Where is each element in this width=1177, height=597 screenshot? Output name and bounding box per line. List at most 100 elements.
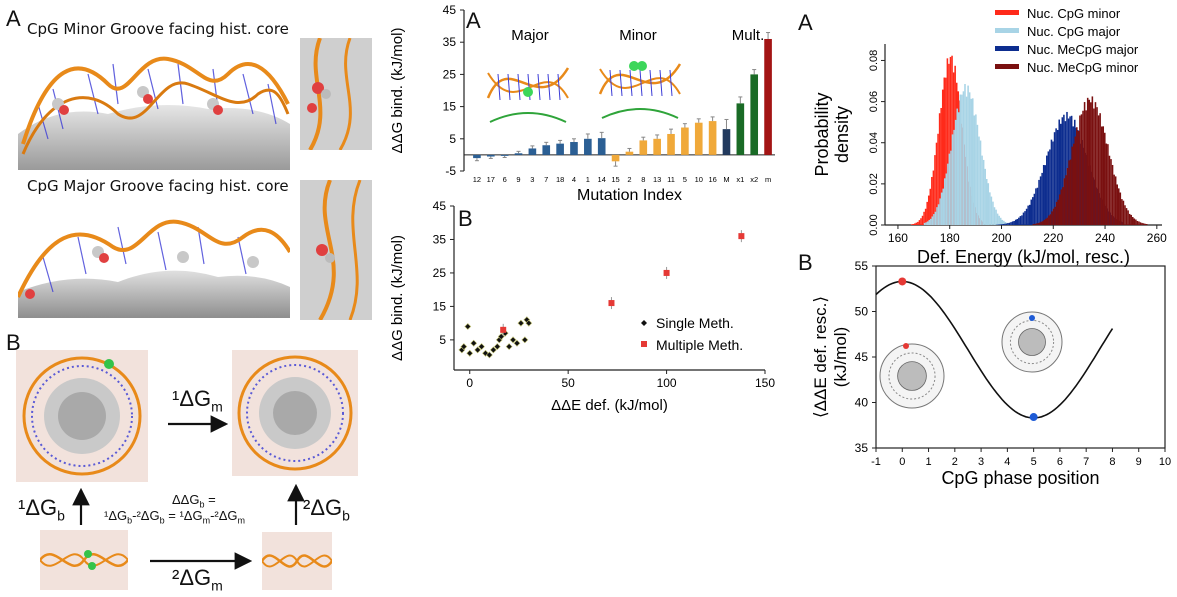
histogram-bar <box>1145 223 1148 225</box>
bar <box>681 127 689 155</box>
histogram-bar <box>948 63 950 225</box>
histogram-bar <box>943 77 946 226</box>
histogram-series <box>1032 96 1148 225</box>
panel-label-mid-a: A <box>466 8 481 33</box>
x-tick-label: 10 <box>1159 456 1171 468</box>
histogram-bar <box>1055 201 1058 225</box>
histogram-bar <box>1044 165 1047 225</box>
base-pair <box>557 73 561 101</box>
histogram-bar <box>1043 219 1045 225</box>
histogram-bar <box>1096 107 1098 225</box>
methyl-sphere <box>637 61 647 71</box>
x-tick-label: 2 <box>952 456 958 468</box>
histogram-bar <box>1005 223 1008 225</box>
y-tick-label: 0.02 <box>868 173 880 194</box>
histogram-bar <box>1056 129 1059 225</box>
histogram-bar <box>985 179 988 225</box>
multi-meth-point <box>738 233 745 240</box>
histogram-bar <box>1088 99 1091 225</box>
histogram-bar <box>918 220 921 225</box>
single-meth-point <box>521 336 529 344</box>
histogram-bar <box>1030 199 1033 225</box>
label-ddg-center-line2: ¹ΔGb-²ΔGb = ¹ΔGm-²ΔGm <box>104 508 246 526</box>
histogram-bar <box>998 215 1000 225</box>
histogram-bar <box>951 134 954 225</box>
single-meth-point <box>464 323 472 330</box>
histogram-bar <box>927 195 930 225</box>
base-pair <box>507 73 511 101</box>
histogram-bar <box>913 223 916 225</box>
methyl-sphere <box>523 87 533 97</box>
histogram-bar <box>933 214 935 225</box>
y-tick-label: 15 <box>433 299 447 313</box>
histogram-bar <box>967 85 969 225</box>
y-tick-label: 35 <box>443 35 457 49</box>
histogram-bar <box>999 224 1001 225</box>
legend-swatch <box>995 10 1019 15</box>
cycle-arrows <box>72 415 305 570</box>
y-axis-label-line1: Probability <box>812 92 832 176</box>
histogram-bar <box>1116 184 1118 225</box>
dna-strand <box>598 63 682 95</box>
histogram-bar <box>1001 219 1004 225</box>
bar <box>500 154 509 156</box>
histogram-bar <box>1041 172 1043 225</box>
histogram-bar <box>1022 212 1025 225</box>
histogram-bar <box>931 176 933 225</box>
histogram-bar <box>926 201 928 225</box>
base-pair <box>609 69 613 97</box>
histogram-bar <box>1061 117 1064 225</box>
histogram-bar <box>1021 215 1023 225</box>
histogram-bar <box>1008 222 1011 225</box>
histogram-bar <box>953 129 955 225</box>
histogram-bar <box>1002 224 1005 225</box>
histogram-bar <box>1025 208 1028 225</box>
histogram-bar <box>1077 130 1080 225</box>
single-meth-point <box>493 343 501 350</box>
bar <box>473 154 481 159</box>
histogram-bar <box>1100 126 1103 225</box>
x-tick-label: x2 <box>750 175 758 184</box>
histogram-bar <box>992 201 994 225</box>
histogram-bar <box>1119 192 1122 225</box>
bar <box>556 143 564 155</box>
histogram-bar <box>964 84 966 225</box>
y-axis-label: ΔΔG bind. (kJ/mol) <box>389 28 406 154</box>
histogram-bar <box>932 170 935 225</box>
histogram-bar <box>1110 159 1112 225</box>
histogram-bar <box>924 208 927 225</box>
histogram-bar <box>945 77 947 225</box>
nucleosome-core <box>1018 328 1046 356</box>
x-tick-label: 2 <box>627 175 631 184</box>
left-panel: A CpG Minor Groove facing hist. core <box>0 0 375 597</box>
histogram-bar <box>1099 113 1101 225</box>
histogram-bar <box>1142 223 1145 225</box>
bar <box>667 133 675 155</box>
base-pair <box>497 73 501 101</box>
histogram-bar <box>1044 218 1047 225</box>
histogram-bar <box>923 211 925 225</box>
single-meth-point <box>460 343 468 350</box>
histogram-bar <box>1102 126 1105 225</box>
histogram-bar <box>1014 219 1017 225</box>
histogram-bar <box>1010 222 1012 225</box>
histogram-bar <box>999 217 1002 225</box>
minor-inset <box>598 63 682 119</box>
histogram-bar <box>946 58 949 225</box>
histogram-bar <box>1049 214 1052 225</box>
histogram-bar <box>961 94 963 225</box>
single-meth-point <box>482 349 489 357</box>
histogram-bar <box>1049 149 1051 225</box>
histogram-bar <box>1082 110 1084 225</box>
panel-label-right-b: B <box>798 250 813 275</box>
histogram-bar <box>1094 102 1097 225</box>
x-tick-label: 11 <box>667 175 675 184</box>
histogram-bar <box>1035 223 1038 225</box>
histogram-bar <box>1066 168 1069 225</box>
histogram-bar <box>1062 187 1064 225</box>
label-dg-b2: ²ΔGb <box>303 495 350 524</box>
x-tick-label: 160 <box>888 231 908 245</box>
y-tick-label: 45 <box>443 3 457 17</box>
histogram-bar <box>937 133 939 225</box>
